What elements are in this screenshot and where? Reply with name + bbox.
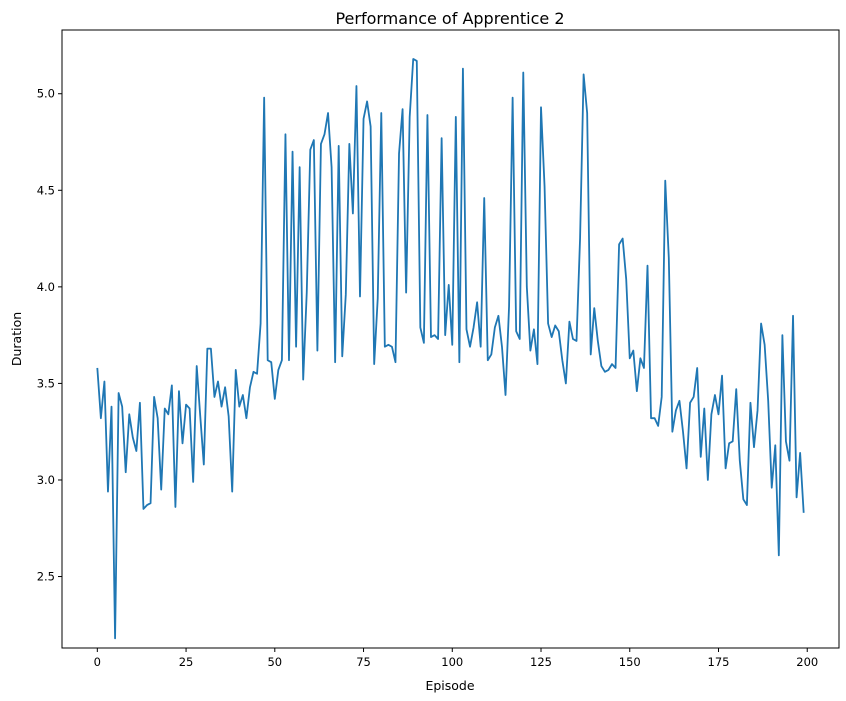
x-tick-label: 25	[179, 655, 194, 669]
y-tick-label: 2.5	[37, 570, 55, 584]
x-tick-label: 175	[708, 655, 730, 669]
y-tick-label: 4.0	[37, 280, 55, 294]
plot-area	[96, 58, 805, 640]
x-axis: 0 25 50 75 100 125 150 175 200	[94, 648, 818, 669]
x-axis-label: Episode	[425, 678, 474, 693]
chart-title: Performance of Apprentice 2	[335, 9, 564, 28]
x-tick-label: 125	[530, 655, 552, 669]
x-tick-label: 150	[619, 655, 641, 669]
y-tick-label: 3.0	[37, 473, 55, 487]
x-tick-label: 100	[441, 655, 463, 669]
axes-frame	[61, 29, 840, 649]
y-axis-label: Duration	[9, 312, 24, 366]
x-tick-label: 200	[796, 655, 818, 669]
x-tick-label: 50	[267, 655, 282, 669]
y-tick-label: 3.5	[37, 376, 55, 390]
y-tick-label: 5.0	[37, 87, 55, 101]
y-axis: 2.5 3.0 3.5 4.0 4.5 5.0	[37, 87, 62, 584]
x-tick-label: 0	[94, 655, 101, 669]
y-tick-label: 4.5	[37, 183, 55, 197]
x-tick-label: 75	[356, 655, 371, 669]
series-line-0	[96, 58, 805, 640]
